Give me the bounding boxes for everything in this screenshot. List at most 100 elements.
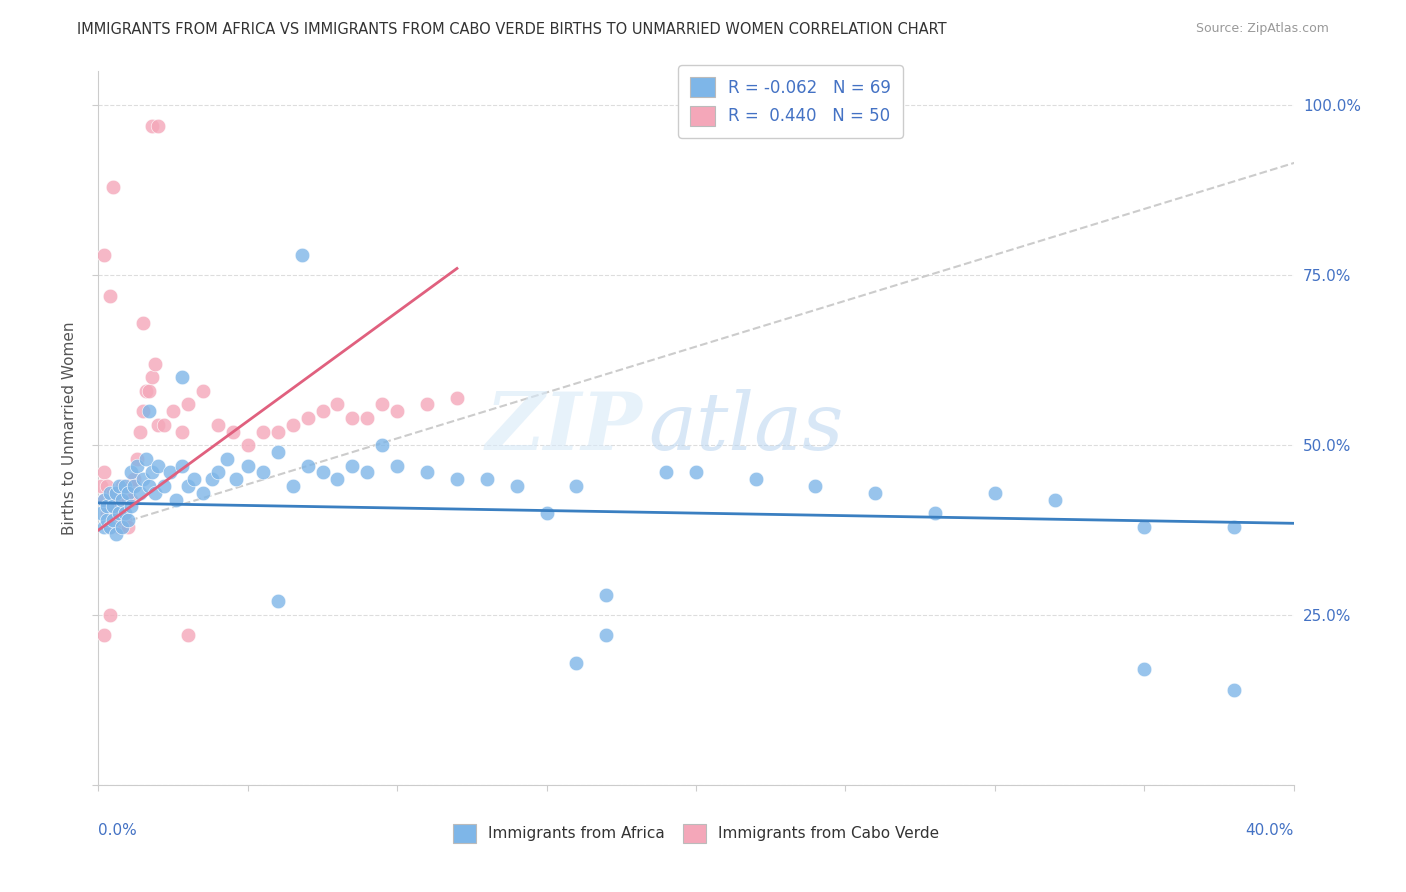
- Point: [93, 519, 115, 533]
- Text: atlas: atlas: [648, 390, 844, 467]
- Point: [108, 492, 131, 507]
- Point: [129, 485, 152, 500]
- Point: [96, 500, 118, 514]
- Point: [103, 485, 125, 500]
- Point: [267, 445, 290, 459]
- Point: [1223, 519, 1246, 533]
- Point: [98, 485, 122, 500]
- Point: [138, 479, 160, 493]
- Point: [267, 425, 290, 439]
- Point: [98, 519, 122, 533]
- Point: [132, 316, 155, 330]
- Y-axis label: Births to Unmarried Women: Births to Unmarried Women: [62, 321, 77, 535]
- Point: [114, 479, 136, 493]
- Point: [446, 391, 468, 405]
- Point: [96, 513, 118, 527]
- Point: [183, 472, 205, 486]
- Point: [536, 506, 558, 520]
- Point: [120, 500, 142, 514]
- Point: [565, 479, 588, 493]
- Point: [1043, 492, 1066, 507]
- Legend: Immigrants from Africa, Immigrants from Cabo Verde: Immigrants from Africa, Immigrants from …: [447, 818, 945, 848]
- Point: [416, 466, 439, 480]
- Point: [371, 438, 394, 452]
- Point: [565, 656, 588, 670]
- Point: [148, 119, 170, 133]
- Point: [311, 466, 333, 480]
- Point: [655, 466, 678, 480]
- Point: [236, 458, 259, 473]
- Point: [281, 417, 304, 432]
- Point: [141, 466, 163, 480]
- Point: [114, 506, 136, 520]
- Point: [924, 506, 946, 520]
- Text: IMMIGRANTS FROM AFRICA VS IMMIGRANTS FROM CABO VERDE BIRTHS TO UNMARRIED WOMEN C: IMMIGRANTS FROM AFRICA VS IMMIGRANTS FRO…: [77, 22, 948, 37]
- Point: [117, 513, 139, 527]
- Point: [159, 466, 181, 480]
- Text: Source: ZipAtlas.com: Source: ZipAtlas.com: [1195, 22, 1329, 36]
- Point: [111, 506, 134, 520]
- Point: [120, 492, 142, 507]
- Point: [172, 458, 194, 473]
- Point: [356, 466, 378, 480]
- Point: [117, 492, 139, 507]
- Point: [148, 417, 170, 432]
- Text: 40.0%: 40.0%: [1246, 823, 1294, 838]
- Point: [153, 479, 176, 493]
- Point: [120, 479, 142, 493]
- Point: [311, 404, 333, 418]
- Point: [342, 458, 364, 473]
- Point: [252, 466, 274, 480]
- Point: [162, 404, 184, 418]
- Point: [138, 384, 160, 398]
- Point: [281, 479, 304, 493]
- Point: [326, 397, 349, 411]
- Point: [153, 417, 176, 432]
- Point: [132, 404, 155, 418]
- Point: [143, 485, 166, 500]
- Point: [93, 628, 115, 642]
- Point: [93, 492, 115, 507]
- Point: [127, 458, 149, 473]
- Point: [108, 479, 131, 493]
- Point: [595, 628, 617, 642]
- Point: [143, 357, 166, 371]
- Point: [506, 479, 529, 493]
- Point: [236, 438, 259, 452]
- Point: [111, 479, 134, 493]
- Point: [446, 472, 468, 486]
- Point: [416, 397, 439, 411]
- Point: [98, 608, 122, 623]
- Point: [141, 119, 163, 133]
- Point: [342, 411, 364, 425]
- Point: [385, 404, 409, 418]
- Point: [215, 451, 238, 466]
- Point: [117, 519, 139, 533]
- Point: [207, 466, 229, 480]
- Point: [177, 397, 200, 411]
- Point: [1223, 682, 1246, 697]
- Point: [105, 485, 128, 500]
- Point: [222, 425, 245, 439]
- Point: [124, 479, 146, 493]
- Point: [148, 458, 170, 473]
- Point: [804, 479, 827, 493]
- Point: [385, 458, 409, 473]
- Point: [93, 492, 115, 507]
- Point: [93, 466, 115, 480]
- Point: [165, 492, 187, 507]
- Point: [177, 479, 200, 493]
- Point: [96, 506, 118, 520]
- Point: [135, 451, 157, 466]
- Point: [124, 472, 146, 486]
- Point: [172, 425, 194, 439]
- Point: [252, 425, 274, 439]
- Point: [105, 513, 128, 527]
- Point: [191, 384, 214, 398]
- Point: [111, 519, 134, 533]
- Point: [105, 526, 128, 541]
- Point: [475, 472, 498, 486]
- Text: ZIP: ZIP: [485, 390, 643, 467]
- Point: [105, 485, 128, 500]
- Point: [745, 472, 768, 486]
